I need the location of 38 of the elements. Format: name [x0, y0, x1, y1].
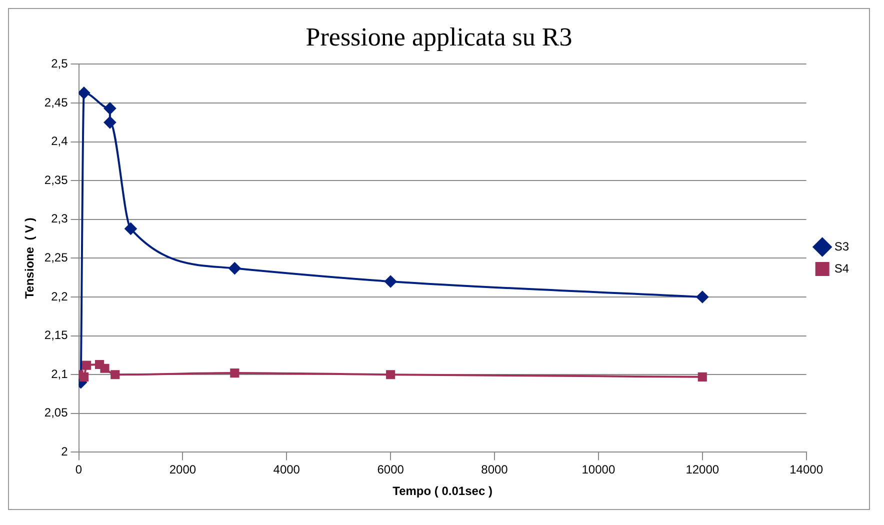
point [110, 370, 120, 380]
point [124, 222, 137, 235]
point [698, 372, 707, 382]
point [78, 86, 90, 99]
legend-label: S4 [834, 261, 850, 276]
x-tick-label: 14000 [790, 462, 824, 477]
point [82, 360, 92, 370]
point [384, 275, 397, 288]
y-tick-label: 2,3 [51, 212, 68, 226]
point [100, 364, 110, 373]
x-tick-label: 10000 [582, 462, 616, 477]
y-tick-label: 2,1 [51, 366, 68, 381]
x-tick-label: 2000 [169, 462, 196, 477]
y-tick-label: 2 [61, 444, 68, 459]
y-tick-label: 2,4 [51, 134, 68, 148]
x-tick-label: 0 [75, 462, 82, 477]
point [228, 262, 241, 274]
x-tick-label: 8000 [481, 462, 508, 477]
point [386, 370, 396, 380]
y-tick-label: 2,25 [44, 250, 68, 265]
y-tick-label: 2,5 [51, 56, 68, 71]
y-tick-label: 2,45 [44, 95, 68, 110]
chart-title: Pressione applicata su R3 [306, 22, 572, 52]
point [104, 116, 116, 128]
y-tick-label: 2,2 [51, 289, 68, 304]
y-tick-label: 2,15 [44, 328, 68, 342]
point [230, 368, 240, 378]
y-tick-label: 2,35 [44, 172, 68, 187]
y-tick-label: 2,05 [44, 406, 68, 420]
y-axis-title: Tensione ( V ) [22, 218, 37, 299]
legend-label: S3 [834, 239, 850, 254]
point [104, 102, 116, 114]
x-tick-label: 6000 [377, 462, 404, 477]
point [79, 372, 88, 382]
x-tick-label: 12000 [686, 462, 720, 477]
point [696, 291, 708, 303]
x-tick-label: 4000 [273, 462, 300, 477]
x-axis-title: Tempo ( 0.01sec ) [392, 484, 492, 498]
